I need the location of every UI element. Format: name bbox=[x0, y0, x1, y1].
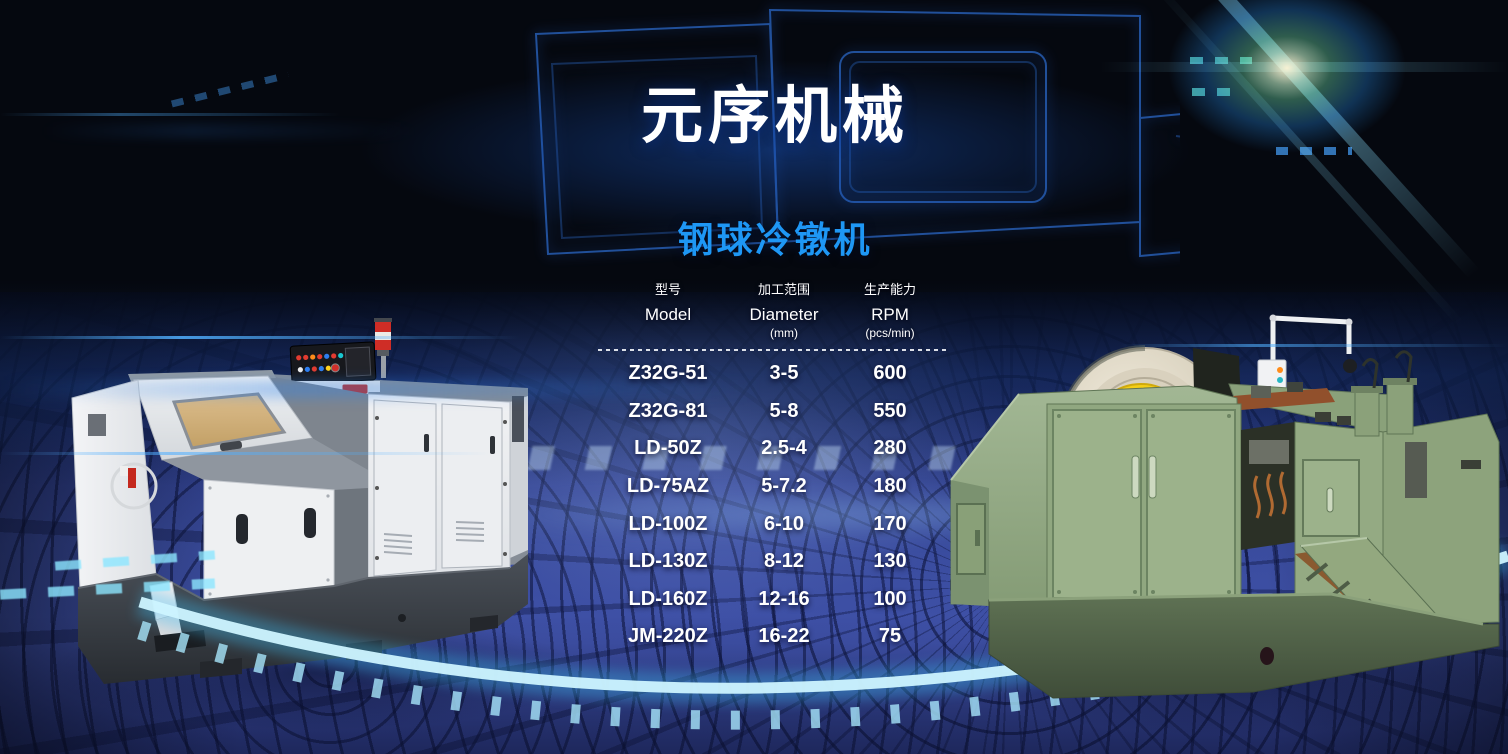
main-body bbox=[950, 385, 1242, 606]
spec-table: 型号 Model 加工范围 Diameter (mm) 生产能力 RPM (pc… bbox=[598, 282, 950, 656]
left-machine bbox=[71, 318, 528, 684]
table-row: LD-50Z 2.5-4 280 bbox=[634, 437, 907, 460]
right-cabinet bbox=[1351, 350, 1500, 627]
table-row: Z32G-51 3-5 600 bbox=[628, 362, 907, 385]
column-header-model: 型号 Model bbox=[644, 282, 692, 324]
table-body: Z32G-51 3-5 600 Z32G-81 5-8 550 LD-50Z 2… bbox=[598, 351, 950, 656]
right-machine-image bbox=[950, 314, 1500, 699]
page-title: 元序机械 bbox=[640, 82, 909, 151]
table-row: Z32G-81 5-8 550 bbox=[628, 399, 907, 422]
control-panel bbox=[289, 341, 377, 385]
table-row: JM-220Z 16-22 75 bbox=[627, 625, 902, 648]
table-row: LD-160Z 12-16 100 bbox=[628, 587, 907, 610]
lens-flare bbox=[1167, 0, 1407, 154]
title-glow bbox=[360, 60, 1190, 240]
table-header: 型号 Model 加工范围 Diameter (mm) 生产能力 RPM (pc… bbox=[598, 282, 950, 341]
column-header-rpm: 生产能力 RPM (pcs/min) bbox=[863, 282, 916, 340]
table-row: LD-130Z 8-12 130 bbox=[628, 550, 907, 573]
machine-base-green bbox=[988, 592, 1500, 699]
left-machine-image bbox=[71, 318, 528, 684]
column-header-diameter: 加工范围 Diameter (mm) bbox=[749, 282, 819, 340]
panel-shelf bbox=[288, 381, 380, 392]
die-table bbox=[1233, 388, 1335, 410]
dashed-divider bbox=[598, 349, 950, 351]
table-row: LD-100Z 6-10 170 bbox=[628, 512, 907, 535]
inspection-window bbox=[171, 392, 287, 450]
hero-block: 元序机械 钢球冷镦机 bbox=[505, 84, 1045, 259]
door-cabinet bbox=[367, 393, 528, 581]
section-subtitle: 钢球冷镦机 bbox=[677, 219, 873, 261]
table-row: LD-75AZ 5-7.2 180 bbox=[626, 475, 907, 498]
tooling-recess bbox=[1241, 422, 1295, 550]
right-machine bbox=[950, 314, 1500, 699]
